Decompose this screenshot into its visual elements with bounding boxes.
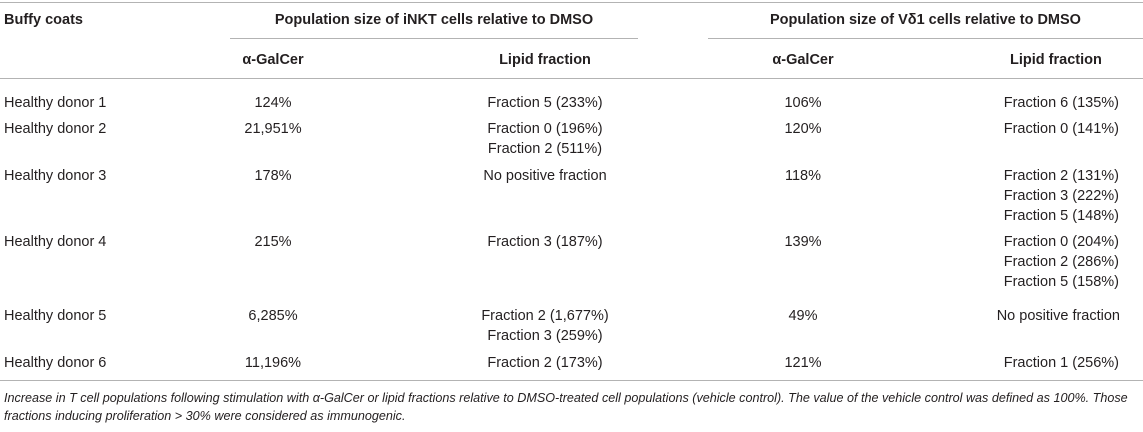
vd1-lipid-fractions: Fraction 6 (135%) — [930, 93, 1119, 113]
subheader-inkt-agalcer: α-GalCer — [242, 52, 304, 68]
fraction-entry: Fraction 5 (158%) — [1003, 274, 1119, 290]
vd1-lipid-fractions: Fraction 0 (141%) — [930, 119, 1119, 139]
vd1-lipid-fractions: No positive fraction — [930, 306, 1120, 326]
donor-name: Healthy donor 4 — [4, 234, 107, 250]
group-header-vd1: Population size of Vδ1 cells relative to… — [770, 12, 1081, 28]
vd1-agalcer-value: 118% — [784, 168, 821, 184]
fraction-entry: Fraction 2 (1,677%) — [481, 308, 609, 324]
fraction-entry: Fraction 3 (222%) — [1003, 188, 1119, 204]
fraction-entry: Fraction 0 (196%) — [487, 121, 603, 137]
column-header-buffy-coats: Buffy coats — [4, 12, 83, 28]
fraction-entry: No positive fraction — [483, 168, 607, 184]
donor-name: Healthy donor 3 — [4, 168, 107, 184]
donor-name: Healthy donor 2 — [4, 121, 107, 137]
inkt-lipid-fractions: Fraction 3 (187%) — [420, 232, 670, 252]
fraction-entry: Fraction 2 (286%) — [1003, 254, 1119, 270]
vd1-agalcer-value: 139% — [784, 234, 822, 250]
group-header-inkt: Population size of iNKT cells relative t… — [274, 12, 594, 28]
vd1-lipid-fractions: Fraction 2 (131%) Fraction 3 (222%) Frac… — [930, 166, 1119, 226]
inkt-lipid-fractions: Fraction 2 (173%) — [420, 353, 670, 373]
inkt-agalcer-value: 11,196% — [244, 355, 302, 371]
inkt-agalcer-value: 6,285% — [248, 308, 298, 324]
fraction-entry: Fraction 2 (511%) — [487, 141, 603, 157]
fraction-entry: Fraction 5 (233%) — [487, 95, 603, 111]
inkt-agalcer-value: 21,951% — [244, 121, 302, 137]
fraction-entry: Fraction 6 (135%) — [1003, 95, 1119, 111]
fraction-entry: Fraction 1 (256%) — [1003, 355, 1119, 371]
table-bottom-rule — [0, 380, 1143, 381]
vd1-agalcer-value: 49% — [788, 308, 818, 324]
vd1-group-rule — [708, 38, 1143, 39]
inkt-agalcer-value: 124% — [254, 95, 292, 111]
fraction-entry: Fraction 3 (187%) — [487, 234, 603, 250]
vd1-agalcer-value: 106% — [784, 95, 822, 111]
donor-name: Healthy donor 5 — [4, 308, 107, 324]
fraction-entry: Fraction 2 (173%) — [487, 355, 603, 371]
inkt-agalcer-value: 215% — [254, 234, 292, 250]
subheader-inkt-lipid: Lipid fraction — [499, 52, 591, 68]
donor-name: Healthy donor 1 — [4, 95, 107, 111]
inkt-lipid-fractions: Fraction 5 (233%) — [420, 93, 670, 113]
fraction-entry: Fraction 0 (141%) — [1003, 121, 1119, 137]
vd1-agalcer-value: 121% — [784, 355, 822, 371]
inkt-lipid-fractions: Fraction 2 (1,677%) Fraction 3 (259%) — [420, 306, 670, 346]
top-rule — [0, 2, 1143, 3]
header-bottom-rule — [0, 78, 1143, 79]
vd1-agalcer-value: 120% — [784, 121, 822, 137]
fraction-entry: Fraction 0 (204%) — [1003, 234, 1119, 250]
vd1-lipid-fractions: Fraction 0 (204%) Fraction 2 (286%) Frac… — [930, 232, 1119, 292]
inkt-agalcer-value: 178% — [254, 168, 292, 184]
inkt-lipid-fractions: No positive fraction — [420, 166, 670, 186]
subheader-vd1-lipid: Lipid fraction — [1010, 52, 1102, 68]
inkt-group-rule — [230, 38, 638, 39]
fraction-entry: Fraction 5 (148%) — [1003, 208, 1119, 224]
fraction-entry: Fraction 2 (131%) — [1003, 168, 1119, 184]
inkt-lipid-fractions: Fraction 0 (196%) Fraction 2 (511%) — [420, 119, 670, 159]
donor-name: Healthy donor 6 — [4, 355, 107, 371]
table-caption: Increase in T cell populations following… — [4, 391, 1128, 423]
subheader-vd1-agalcer: α-GalCer — [772, 52, 834, 68]
vd1-lipid-fractions: Fraction 1 (256%) — [930, 353, 1119, 373]
fraction-entry: No positive fraction — [996, 308, 1120, 324]
fraction-entry: Fraction 3 (259%) — [487, 328, 603, 344]
